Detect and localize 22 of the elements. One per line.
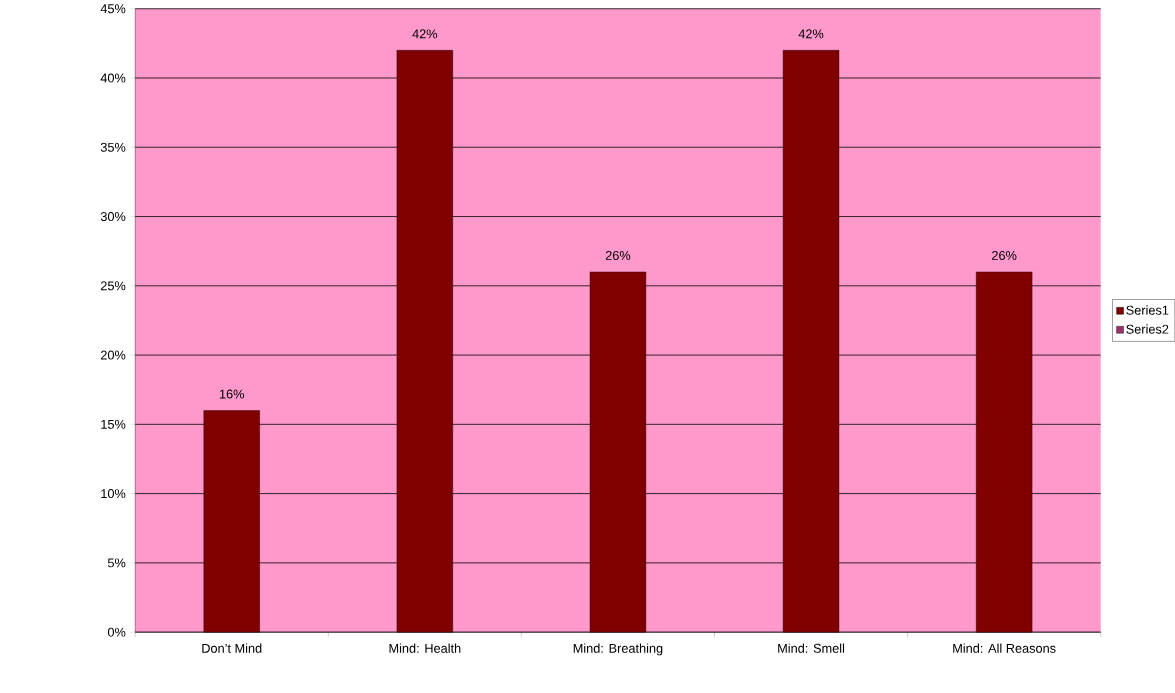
- y-tick-label: 30%: [100, 211, 126, 221]
- legend-label: Series2: [1126, 324, 1169, 334]
- x-tick-label: Mind: All Reasons: [953, 643, 1056, 653]
- legend-label: Series1: [1126, 305, 1169, 315]
- y-tick-label: 35%: [100, 142, 126, 152]
- y-tick-label: 10%: [101, 489, 126, 499]
- data-label: 26%: [992, 250, 1017, 260]
- data-label: 42%: [412, 29, 438, 39]
- x-tick-label: Mind: Smell: [778, 643, 845, 653]
- data-label: 42%: [798, 29, 824, 39]
- y-tick-label: 5%: [107, 558, 126, 568]
- y-tick-label: 45%: [100, 4, 126, 14]
- x-tick-label: Mind: Breathing: [573, 643, 663, 656]
- y-tick-label: 0%: [107, 627, 126, 637]
- y-tick-label: 40%: [100, 73, 126, 83]
- y-tick-label: 25%: [100, 281, 126, 291]
- y-tick-label: 20%: [100, 350, 126, 360]
- x-tick-label: Mind: Health: [389, 643, 461, 653]
- x-tick-label: Don’t Mind: [202, 643, 262, 653]
- y-tick-label: 15%: [101, 419, 126, 429]
- data-label: 26%: [605, 250, 631, 260]
- data-label: 16%: [219, 389, 245, 399]
